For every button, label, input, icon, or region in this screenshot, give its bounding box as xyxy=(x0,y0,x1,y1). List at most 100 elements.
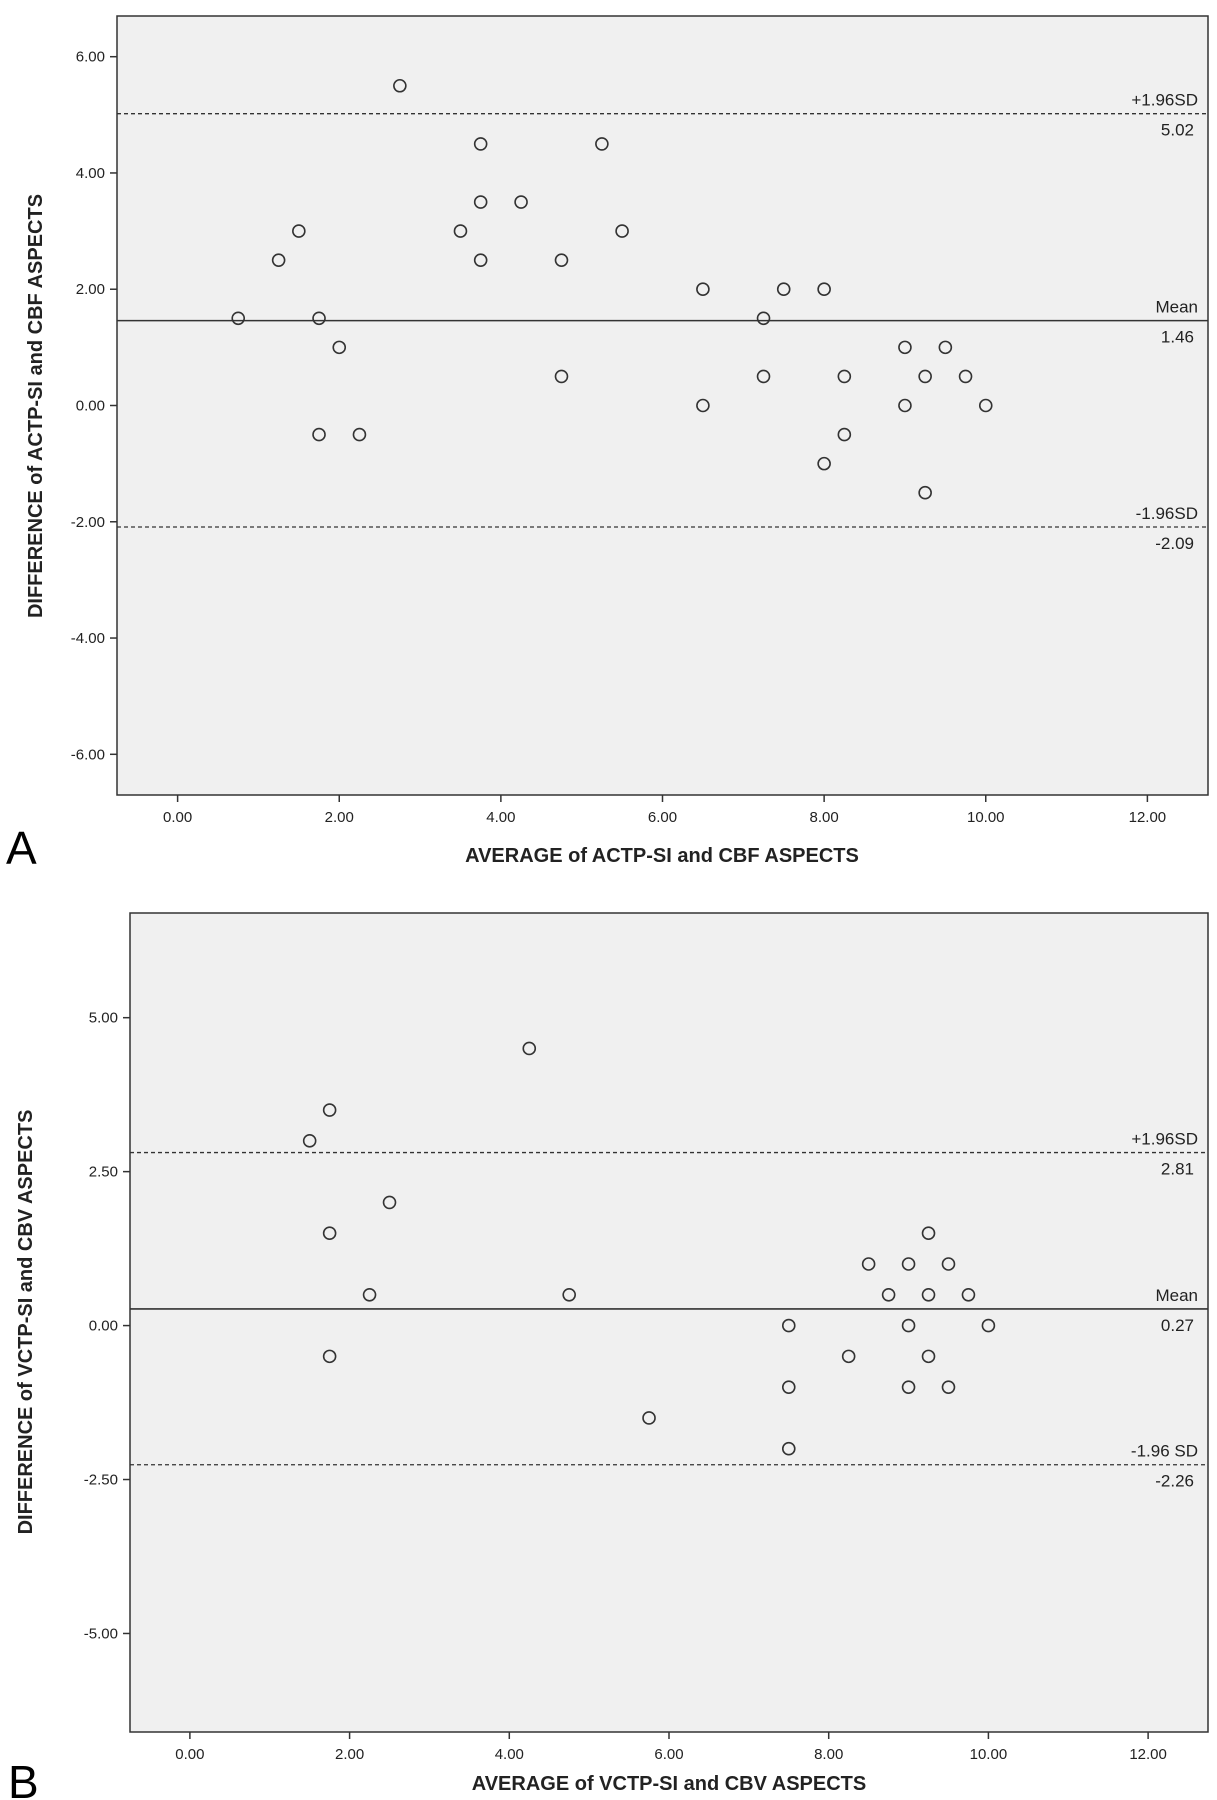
y-tick-label: -6.00 xyxy=(71,746,105,763)
y-tick-label: -2.00 xyxy=(71,514,105,531)
data-point xyxy=(332,340,347,355)
y-tick-label: 0.00 xyxy=(89,1318,118,1335)
data-point xyxy=(312,311,326,326)
data-point xyxy=(352,427,367,442)
y-tick-label: -5.00 xyxy=(84,1625,118,1642)
data-point xyxy=(961,1287,976,1302)
data-point xyxy=(776,282,791,297)
data-point xyxy=(898,398,912,413)
data-point xyxy=(918,369,932,384)
data-point xyxy=(938,340,953,355)
data-point xyxy=(881,1287,896,1302)
reference-line-value: 0.27 xyxy=(1161,1316,1194,1335)
data-point xyxy=(861,1257,876,1271)
y-tick-label: -2.50 xyxy=(84,1472,118,1489)
reference-line-label: +1.96SD xyxy=(1131,91,1198,110)
data-point xyxy=(817,282,831,297)
y-tick-label: 2.00 xyxy=(76,281,105,298)
data-point xyxy=(837,427,852,442)
reference-line-label: Mean xyxy=(1155,1286,1198,1305)
data-point xyxy=(292,224,306,238)
x-tick-label: 6.00 xyxy=(654,1746,683,1763)
data-point xyxy=(231,311,246,326)
data-point xyxy=(901,1257,916,1271)
data-point xyxy=(595,137,609,151)
data-point xyxy=(841,1349,856,1364)
reference-line-label: +1.96SD xyxy=(1131,1130,1198,1149)
panel-b: 0.00 2.00 4.00 6.00 8.00 10.00 12.00 5.00 2.50 0.… xyxy=(8,912,1209,1800)
data-point xyxy=(696,282,710,297)
data-point xyxy=(898,340,912,355)
x-tick-label: 8.00 xyxy=(810,809,839,826)
x-tick-label: 10.00 xyxy=(970,1746,1008,1763)
y-axis-title: DIFFERENCE of VCTP-SI and CBV ASPECTS xyxy=(15,1110,37,1535)
reference-line-value: 1.46 xyxy=(1161,328,1194,347)
x-tick-label: 8.00 xyxy=(814,1746,843,1763)
y-tick-label: -4.00 xyxy=(71,630,105,647)
x-tick-label: 10.00 xyxy=(967,809,1005,826)
data-point xyxy=(921,1226,936,1241)
data-point xyxy=(554,369,569,384)
x-tick-label: 12.00 xyxy=(1129,1746,1167,1763)
y-tick-label: 5.00 xyxy=(89,1010,118,1027)
y-tick-label: 2.50 xyxy=(89,1164,118,1181)
data-point xyxy=(473,195,488,209)
data-point xyxy=(362,1287,377,1302)
plot-area xyxy=(129,912,1209,1733)
data-point xyxy=(781,1318,796,1333)
x-axis-title: AVERAGE of VCTP-SI and CBV ASPECTS xyxy=(472,1773,866,1795)
data-point xyxy=(322,1349,337,1364)
data-point xyxy=(473,137,488,151)
x-tick-label: 0.00 xyxy=(175,1746,204,1763)
data-point xyxy=(941,1380,956,1394)
reference-line-label: -1.96 SD xyxy=(1131,1442,1198,1461)
data-point xyxy=(918,485,932,500)
panel-letter: A xyxy=(6,822,37,874)
data-point xyxy=(393,78,407,93)
data-point xyxy=(312,427,326,442)
plot-area xyxy=(116,15,1209,796)
data-point xyxy=(958,369,973,384)
y-axis-title: DIFFERENCE of ACTP-SI and CBF ASPECTS xyxy=(25,194,47,618)
data-point xyxy=(562,1287,576,1302)
x-tick-label: 6.00 xyxy=(648,809,677,826)
x-tick-label: 2.00 xyxy=(325,809,354,826)
data-point xyxy=(781,1380,796,1394)
data-point xyxy=(781,1441,796,1456)
data-point xyxy=(554,253,569,267)
data-point xyxy=(271,253,286,267)
x-tick-label: 12.00 xyxy=(1129,809,1167,826)
data-point xyxy=(382,1195,397,1210)
data-point xyxy=(817,456,831,471)
data-point xyxy=(322,1226,337,1241)
x-axis-title: AVERAGE of ACTP-SI and CBF ASPECTS xyxy=(465,845,859,867)
data-point xyxy=(322,1103,337,1117)
y-tick-label: 6.00 xyxy=(76,49,105,66)
panel-a: 0.00 2.00 4.00 6.00 8.00 10.00 12.00 6.00 4.00 2.… xyxy=(6,15,1209,874)
reference-line-value: -2.09 xyxy=(1155,534,1194,553)
data-point xyxy=(901,1318,916,1333)
data-point xyxy=(921,1287,936,1302)
x-tick-label: 4.00 xyxy=(486,809,515,826)
data-point xyxy=(901,1380,916,1394)
data-point xyxy=(981,1318,996,1333)
reference-line-value: -2.26 xyxy=(1155,1472,1194,1491)
data-point xyxy=(302,1134,317,1148)
data-point xyxy=(453,224,468,238)
data-point xyxy=(941,1257,956,1271)
panel-letter: B xyxy=(8,1756,39,1800)
data-point xyxy=(615,224,629,238)
x-tick-label: 4.00 xyxy=(495,1746,524,1763)
reference-line-label: Mean xyxy=(1155,298,1198,317)
y-tick-label: 0.00 xyxy=(76,398,105,415)
data-point xyxy=(473,253,488,267)
reference-line-value: 2.81 xyxy=(1161,1160,1194,1179)
data-point xyxy=(514,195,528,209)
data-point xyxy=(756,311,771,326)
y-tick-label: 4.00 xyxy=(76,165,105,182)
data-point xyxy=(642,1411,656,1425)
data-point xyxy=(522,1041,537,1056)
data-point xyxy=(978,398,993,413)
data-point xyxy=(696,398,710,413)
